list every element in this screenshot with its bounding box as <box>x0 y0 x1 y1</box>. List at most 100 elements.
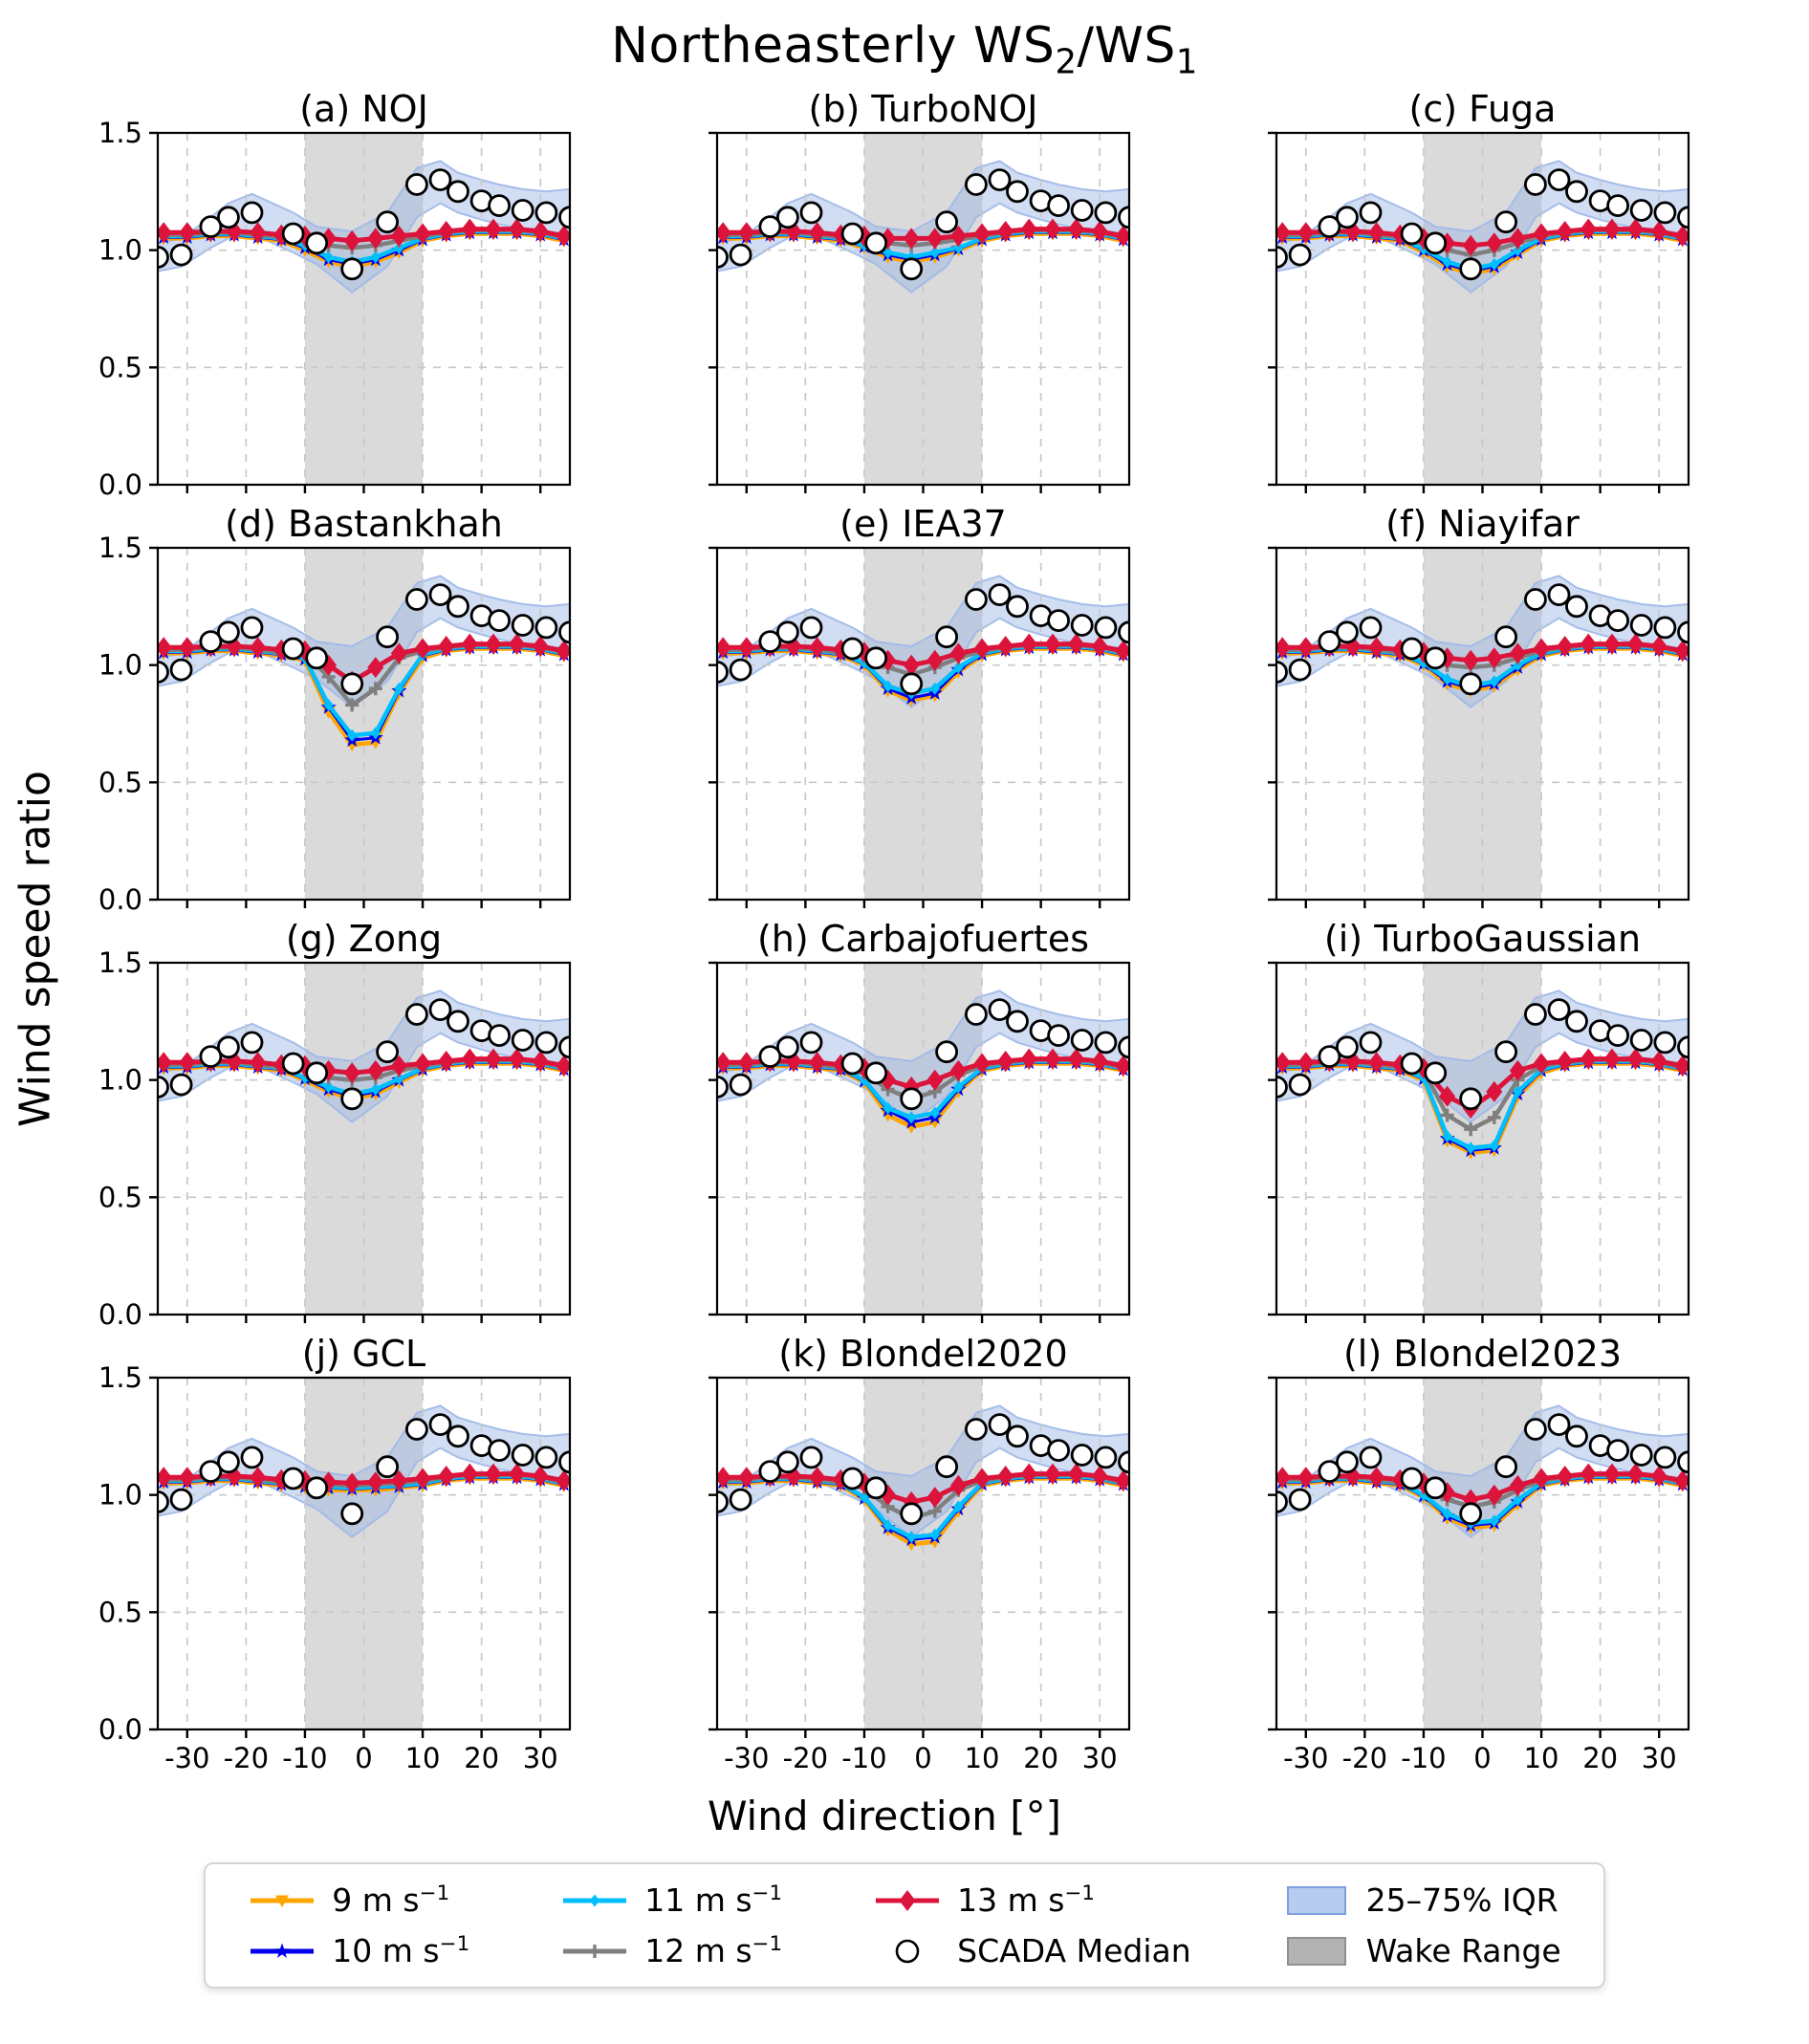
subplot-zong: (g) Zong 0.0 0.5 1.0 1.5 <box>98 923 572 1328</box>
subplot-title: (i) TurboGaussian <box>1324 923 1641 960</box>
svg-text:-30: -30 <box>164 1742 209 1774</box>
legend-label: 11 m s−1 <box>644 1881 783 1920</box>
gridlines <box>1276 1378 1689 1730</box>
legend-item-s9: 9 m s−1 <box>248 1881 469 1919</box>
axes-frame <box>1268 1377 1690 1739</box>
axes-frame <box>708 132 1131 494</box>
legend-label: Wake Range <box>1365 1932 1561 1970</box>
svg-text:1.0: 1.0 <box>98 1064 142 1097</box>
svg-text:20: 20 <box>1582 1742 1618 1774</box>
svg-text:0.0: 0.0 <box>98 1713 142 1746</box>
x-axis-label: Wind direction [°] <box>707 1793 1062 1840</box>
subplot-title: (j) GCL <box>302 1337 425 1375</box>
subplot-iea37: (e) IEA37 <box>708 508 1131 909</box>
svg-text:0.0: 0.0 <box>98 1298 142 1328</box>
svg-text:10: 10 <box>1524 1742 1559 1774</box>
scada-points <box>1276 998 1689 1111</box>
scada-points <box>1276 583 1689 696</box>
gridlines <box>1276 548 1689 901</box>
y-tick-labels: 0.0 0.5 1.0 1.5 <box>98 117 142 498</box>
legend-label: 12 m s−1 <box>644 1932 783 1970</box>
subplot-bastankhah: (d) Bastankhah 0.0 0.5 1.0 1.5 <box>98 508 572 913</box>
svg-text:1.0: 1.0 <box>98 1479 142 1511</box>
axes-frame <box>1268 962 1690 1324</box>
axes-frame <box>149 547 572 909</box>
svg-text:-30: -30 <box>724 1742 769 1774</box>
legend-swatch-s13 <box>876 1889 940 1911</box>
gridlines <box>158 133 570 486</box>
svg-text:-10: -10 <box>282 1742 327 1774</box>
gridlines <box>1276 133 1689 486</box>
subplot-title: (b) TurboNOJ <box>809 93 1038 130</box>
legend-item-s11: 11 m s−1 <box>560 1881 782 1919</box>
x-tick-labels: -30 -20 -10 0 10 20 30 <box>164 1742 558 1774</box>
y-tick-labels: 0.0 0.5 1.0 1.5 <box>98 1361 142 1746</box>
axes-frame <box>1268 132 1690 494</box>
legend-label: 25–75% IQR <box>1365 1881 1558 1920</box>
gridlines <box>717 963 1129 1316</box>
axes-frame <box>149 962 572 1324</box>
series-s13 <box>1276 1048 1689 1120</box>
x-tick-labels: -30 -20 -10 0 10 20 30 <box>1283 1742 1677 1774</box>
svg-text:-10: -10 <box>841 1742 886 1774</box>
svg-text:-20: -20 <box>224 1742 269 1774</box>
legend-swatch-scada <box>895 1939 920 1964</box>
svg-text:0.0: 0.0 <box>98 468 142 498</box>
subplot-grid: (a) NOJ 0.0 0.5 1.0 1.5 (b) TurboNOJ (c) Fuga (… <box>86 93 1690 1791</box>
svg-text:10: 10 <box>965 1742 1000 1774</box>
scada-points <box>158 583 570 696</box>
legend-column: 13 m s−1 SCADA Median <box>873 1881 1191 1969</box>
legend-swatch-wake <box>1286 1936 1346 1966</box>
gridlines <box>158 548 570 901</box>
legend: 9 m s−1 10 m s−1 11 m s−1 12 m s−1 13 m s−1 S… <box>204 1862 1605 1990</box>
svg-text:-20: -20 <box>783 1742 828 1774</box>
legend-column: 11 m s−1 12 m s−1 <box>560 1881 782 1969</box>
legend-column: 25–75% IQR Wake Range <box>1282 1881 1561 1969</box>
legend-label: 13 m s−1 <box>957 1881 1096 1920</box>
y-axis-label: Wind speed ratio <box>11 771 60 1128</box>
legend-item-scada: SCADA Median <box>873 1932 1191 1969</box>
legend-item-wake: Wake Range <box>1282 1932 1561 1969</box>
y-tick-labels: 0.0 0.5 1.0 1.5 <box>98 532 142 913</box>
axes-frame <box>708 962 1131 1324</box>
subplot-title: (c) Fuga <box>1409 93 1557 130</box>
x-tick-labels: -30 -20 -10 0 10 20 30 <box>724 1742 1118 1774</box>
scada-points <box>158 998 570 1111</box>
figure-title-sub-1: 1 <box>1175 42 1198 82</box>
svg-text:0: 0 <box>914 1742 931 1774</box>
legend-swatch-s9 <box>251 1895 315 1907</box>
svg-text:20: 20 <box>1023 1742 1058 1774</box>
scada-points <box>1276 168 1689 281</box>
svg-text:1.5: 1.5 <box>98 1361 142 1394</box>
scada-points <box>717 998 1129 1111</box>
svg-text:30: 30 <box>523 1742 558 1774</box>
axes-frame <box>708 547 1131 909</box>
svg-text:0.5: 0.5 <box>98 1597 142 1629</box>
scada-points <box>717 583 1129 696</box>
legend-swatch-s11 <box>563 1894 627 1907</box>
svg-text:20: 20 <box>464 1742 499 1774</box>
svg-text:-10: -10 <box>1401 1742 1446 1774</box>
axes-frame <box>1268 547 1690 909</box>
svg-text:0.0: 0.0 <box>98 883 142 913</box>
subplot-gcl: (j) GCL -30 -20 -10 0 10 20 30 0.0 0.5 1.0 1.5 <box>98 1337 572 1774</box>
figure-title-text: Northeasterly WS <box>611 17 1056 75</box>
svg-text:1.0: 1.0 <box>98 649 142 682</box>
subplot-niayifar: (f) Niayifar <box>1268 508 1690 909</box>
subplot-title: (k) Blondel2020 <box>778 1337 1067 1375</box>
gridlines <box>1276 963 1689 1316</box>
scada-points <box>158 168 570 281</box>
subplot-turbogaussian: (i) TurboGaussian <box>1268 923 1690 1324</box>
svg-text:30: 30 <box>1082 1742 1118 1774</box>
subplot-blondel2020: (k) Blondel2020 -30 -20 -10 0 10 20 30 <box>708 1337 1131 1774</box>
subplot-turbonoj: (b) TurboNOJ <box>708 93 1131 494</box>
subplot-noj: (a) NOJ 0.0 0.5 1.0 1.5 <box>98 93 572 498</box>
legend-item-s10: 10 m s−1 <box>248 1932 469 1969</box>
subplot-title: (l) Blondel2023 <box>1343 1337 1622 1375</box>
subplot-title: (h) Carbajofuertes <box>757 923 1089 960</box>
svg-text:0.5: 0.5 <box>98 767 142 799</box>
scada-points <box>1276 1413 1689 1526</box>
series-s13 <box>1276 218 1689 257</box>
legend-swatch-s10 <box>251 1943 315 1958</box>
legend-item-iqr: 25–75% IQR <box>1282 1881 1561 1919</box>
